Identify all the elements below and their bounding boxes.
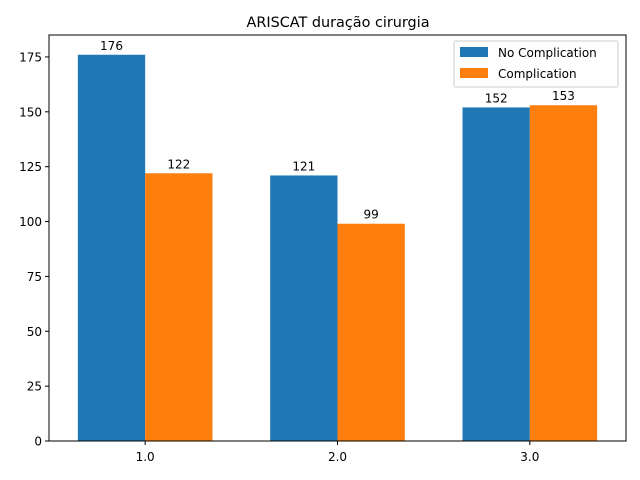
legend-box <box>453 40 619 88</box>
y-tick-label: 125 <box>19 160 42 174</box>
y-tick-label: 25 <box>27 380 42 394</box>
bar-no-complication-0 <box>77 54 146 442</box>
data-label: 99 <box>364 208 379 222</box>
data-label: 176 <box>100 39 123 53</box>
bar-complication-2 <box>529 105 598 442</box>
y-tick-label: 50 <box>27 325 42 339</box>
x-tick-label: 3.0 <box>520 450 539 464</box>
x-tick-label: 1.0 <box>136 450 155 464</box>
bars-group <box>77 54 598 442</box>
y-tick-label: 100 <box>19 215 42 229</box>
y-tick-label: 150 <box>19 105 42 119</box>
legend-label-no-complication: No Complication <box>498 46 597 60</box>
bar-no-complication-1 <box>270 175 338 442</box>
data-label: 152 <box>485 91 508 105</box>
data-label: 153 <box>552 89 575 103</box>
x-axis-ticks: 1.0 2.0 3.0 <box>136 441 539 464</box>
y-tick-label: 75 <box>27 270 42 284</box>
y-tick-label: 0 <box>34 435 42 449</box>
y-tick-label: 175 <box>19 50 42 64</box>
x-tick-label: 2.0 <box>328 450 347 464</box>
bar-no-complication-2 <box>462 107 530 441</box>
data-labels-group: 176 121 152 122 99 153 <box>100 39 575 222</box>
legend-label-complication: Complication <box>498 67 577 81</box>
data-label: 121 <box>292 159 315 173</box>
legend-swatch-no-complication <box>460 47 488 57</box>
bar-complication-0 <box>145 173 213 441</box>
legend-swatch-complication <box>460 68 488 78</box>
y-axis-ticks: 0 25 50 75 100 125 150 175 <box>19 50 49 449</box>
plot-frame <box>48 34 627 442</box>
chart-title: ARISCAT duração cirurgia <box>246 15 429 31</box>
legend: No Complication Complication <box>453 40 619 88</box>
bar-complication-1 <box>337 223 405 441</box>
data-label: 122 <box>167 157 190 171</box>
